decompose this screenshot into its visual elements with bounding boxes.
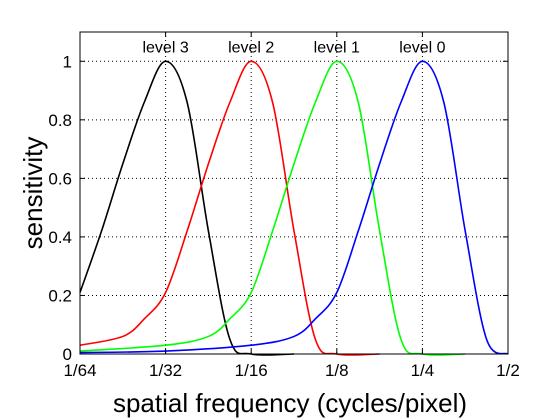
- annotation-level-0: level 0: [399, 39, 445, 56]
- series-line-level-0: [79, 60, 509, 355]
- series-line-level-3: [79, 60, 295, 356]
- series-line-level-1: [79, 60, 466, 356]
- annotation-level-1: level 1: [314, 39, 360, 56]
- x-tick-label: 1/2: [496, 361, 520, 380]
- x-tick-label: 1/8: [325, 361, 349, 380]
- x-tick-label: 1/4: [411, 361, 435, 380]
- axis-ticks: 1/64 1/32 1/16 1/8 1/4 1/2 0 0.2 0.4 0.6 0.8 1: [48, 32, 520, 380]
- y-tick-label: 0.6: [48, 169, 72, 188]
- series-line-level-2: [79, 60, 380, 356]
- x-axis-title: spatial frequency (cycles/pixel): [113, 388, 467, 418]
- y-axis-title: sensitivity: [18, 137, 48, 250]
- level-labels: level 3 level 2 level 1 level 0: [142, 39, 445, 56]
- annotation-level-2: level 2: [228, 39, 274, 56]
- y-tick-label: 0.8: [48, 111, 72, 130]
- y-tick-label: 0.4: [48, 228, 72, 247]
- x-tick-label: 1/16: [235, 361, 268, 380]
- annotation-level-3: level 3: [142, 39, 188, 56]
- grid: [80, 32, 508, 354]
- plot-frame: [79, 31, 509, 355]
- x-tick-label: 1/64: [63, 361, 96, 380]
- y-tick-label: 0: [63, 345, 72, 364]
- curves: [79, 60, 509, 356]
- y-tick-label: 1: [63, 52, 72, 71]
- y-tick-label: 0.2: [48, 286, 72, 305]
- x-tick-label: 1/32: [149, 361, 182, 380]
- plot-background: [80, 32, 508, 354]
